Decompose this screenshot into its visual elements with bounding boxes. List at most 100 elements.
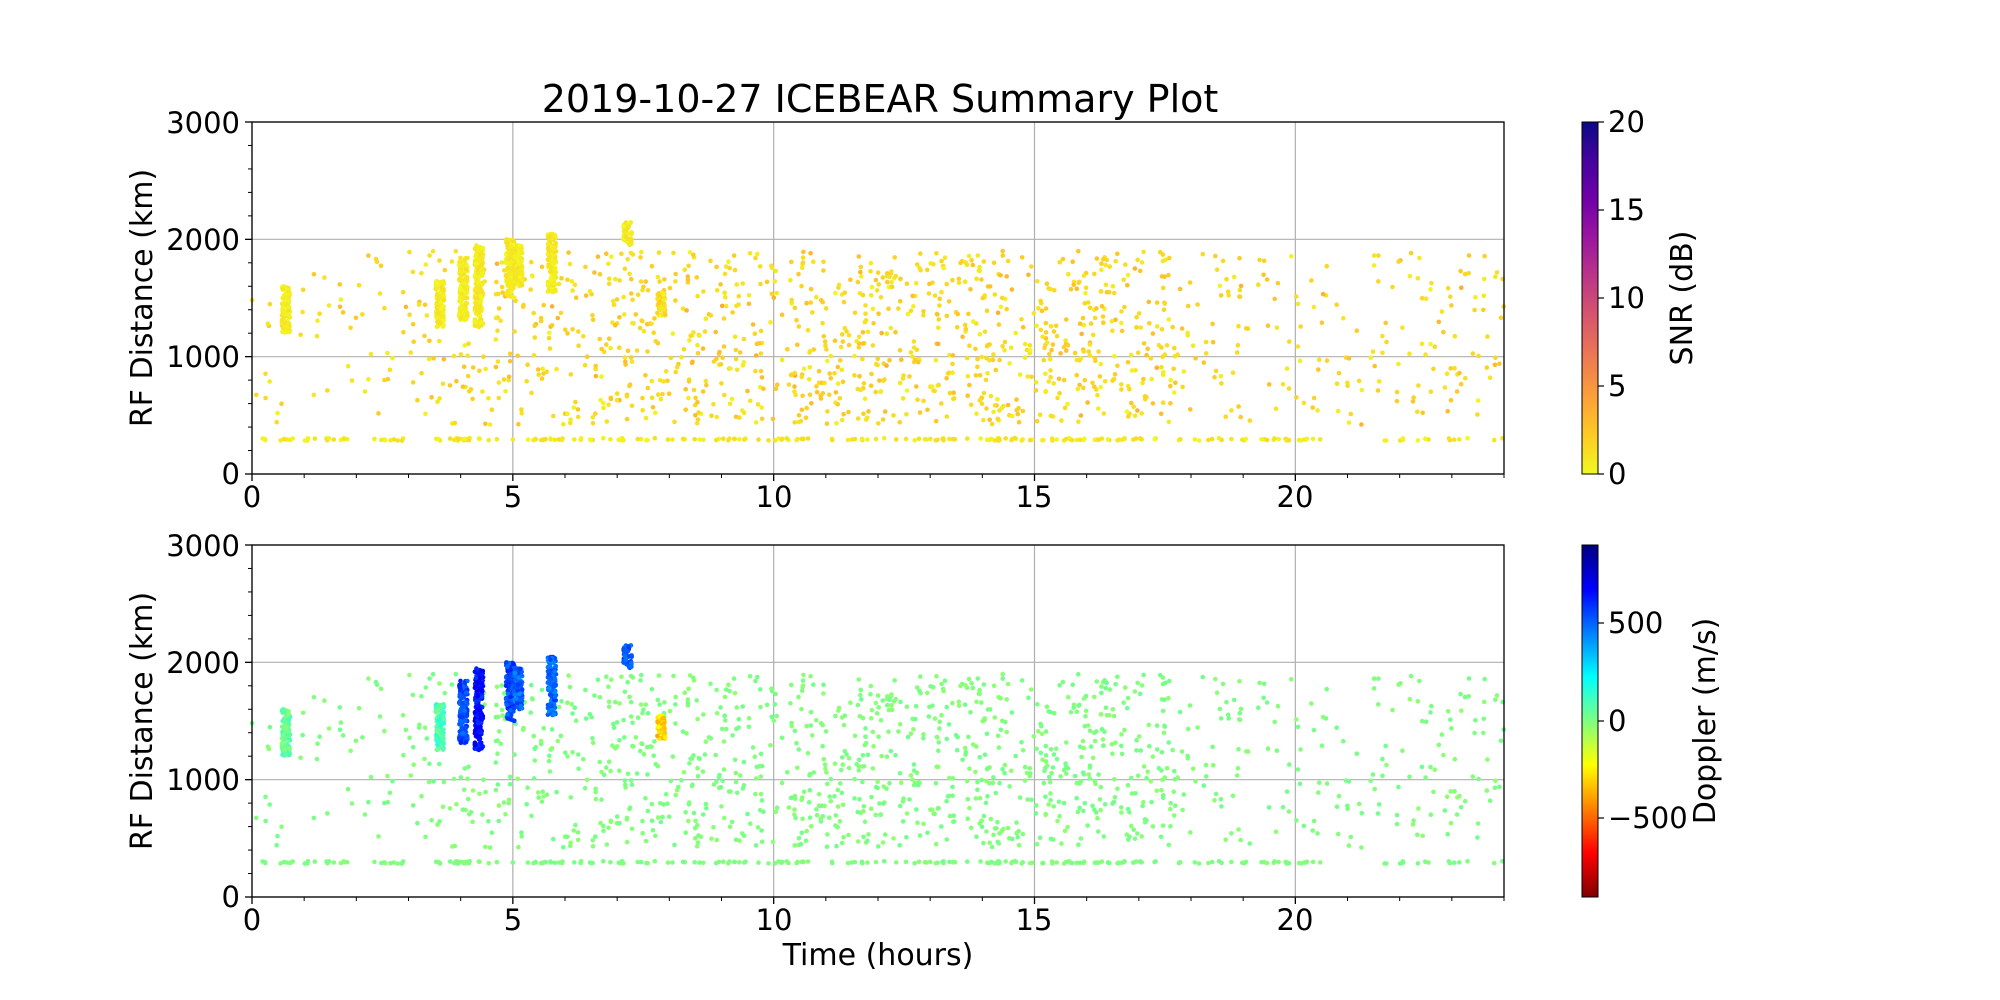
snr-data-point [1219, 381, 1224, 386]
doppler-data-point [947, 859, 952, 865]
snr-data-point [1099, 267, 1104, 273]
doppler-data-point [1041, 780, 1047, 786]
doppler-data-point [621, 861, 626, 866]
doppler-data-point [737, 860, 742, 865]
snr-data-point [1082, 301, 1088, 306]
snr-data-point [856, 345, 862, 350]
doppler-data-point [639, 672, 644, 678]
doppler-data-point [1295, 767, 1301, 772]
snr-data-point [1113, 258, 1118, 264]
snr-data-point [1000, 248, 1005, 254]
doppler-data-point [1159, 787, 1164, 793]
snr-data-point [897, 420, 902, 425]
snr-data-point [1027, 343, 1033, 348]
snr-data-point [505, 293, 511, 298]
snr-data-point [1429, 280, 1434, 286]
snr-data-point [714, 356, 719, 362]
snr-data-point [740, 363, 746, 368]
snr-data-point [869, 284, 875, 290]
snr-data-point [466, 341, 471, 347]
snr-data-point [1077, 358, 1082, 363]
doppler-data-point [979, 824, 985, 830]
doppler-data-point [624, 839, 630, 845]
doppler-data-point [1348, 834, 1354, 840]
snr-data-point [837, 396, 843, 401]
doppler-data-point [1446, 859, 1452, 864]
snr-data-point [1134, 315, 1139, 320]
snr-data-point [981, 259, 987, 264]
doppler-data-point [614, 820, 620, 826]
snr-data-point [507, 358, 513, 364]
doppler-data-point [1394, 812, 1400, 818]
snr-data-point [1146, 299, 1152, 305]
doppler-data-point [1134, 748, 1139, 753]
doppler-data-point [504, 702, 510, 707]
snr-data-point [711, 401, 716, 407]
doppler-data-point [1116, 860, 1122, 865]
doppler-data-point [904, 811, 910, 816]
snr-data-point [755, 251, 760, 257]
snr-data-point [967, 343, 972, 349]
doppler-data-point [752, 754, 758, 759]
snr-data-point [1336, 370, 1342, 376]
doppler-data-point [508, 694, 513, 700]
doppler-data-point [483, 789, 488, 795]
doppler-data-point [613, 699, 618, 705]
snr-data-point [936, 317, 942, 322]
snr-data-point [1295, 301, 1301, 307]
doppler-data-point [981, 682, 987, 687]
doppler-data-point [1115, 786, 1120, 792]
doppler-data-point [633, 735, 639, 740]
snr-data-point [1428, 287, 1433, 292]
snr-data-point [325, 388, 330, 393]
doppler-data-point [726, 861, 731, 866]
doppler-data-point [517, 691, 522, 697]
doppler-data-point [337, 727, 343, 733]
snr-data-point [601, 405, 606, 411]
doppler-data-point [610, 743, 615, 748]
doppler-data-point [584, 777, 590, 783]
snr-data-point [479, 245, 484, 251]
snr-data-point [1234, 350, 1240, 355]
snr-data-point [1420, 410, 1425, 416]
snr-data-point [1150, 331, 1156, 336]
snr-data-point [558, 310, 564, 316]
doppler-data-point [1484, 788, 1490, 793]
snr-data-point [1042, 345, 1047, 351]
doppler-data-point [1133, 859, 1139, 864]
doppler-data-point [784, 859, 790, 864]
snr-data-point [539, 376, 545, 381]
snr-data-point [572, 282, 578, 288]
doppler-data-point [407, 672, 412, 678]
doppler-data-point [1086, 772, 1091, 777]
snr-data-point [942, 255, 948, 260]
doppler-data-point [641, 707, 646, 713]
snr-data-point [506, 377, 512, 383]
doppler-data-point [1229, 859, 1234, 865]
doppler-data-point [609, 677, 614, 682]
snr-data-point [811, 259, 816, 265]
doppler-data-point [804, 723, 809, 729]
snr-data-point [510, 437, 516, 442]
doppler-data-point [458, 775, 464, 780]
doppler-data-point [863, 726, 868, 731]
snr-data-point [1081, 349, 1087, 354]
snr-data-point [852, 353, 857, 359]
snr-data-point [494, 261, 500, 267]
snr-data-point [985, 343, 990, 348]
doppler-data-point [638, 859, 644, 865]
snr-data-point [695, 293, 700, 299]
snr-data-point [652, 316, 657, 321]
snr-data-point [1354, 328, 1360, 334]
snr-data-point [733, 347, 739, 353]
snr-data-point [836, 282, 842, 288]
snr-data-point [821, 334, 827, 339]
snr-data-point [685, 274, 691, 279]
snr-data-point [505, 241, 510, 246]
snr-data-point [1181, 369, 1187, 374]
doppler-data-point [540, 860, 546, 866]
snr-data-point [499, 260, 505, 265]
snr-data-point [637, 325, 643, 331]
snr-data-point [317, 311, 322, 317]
